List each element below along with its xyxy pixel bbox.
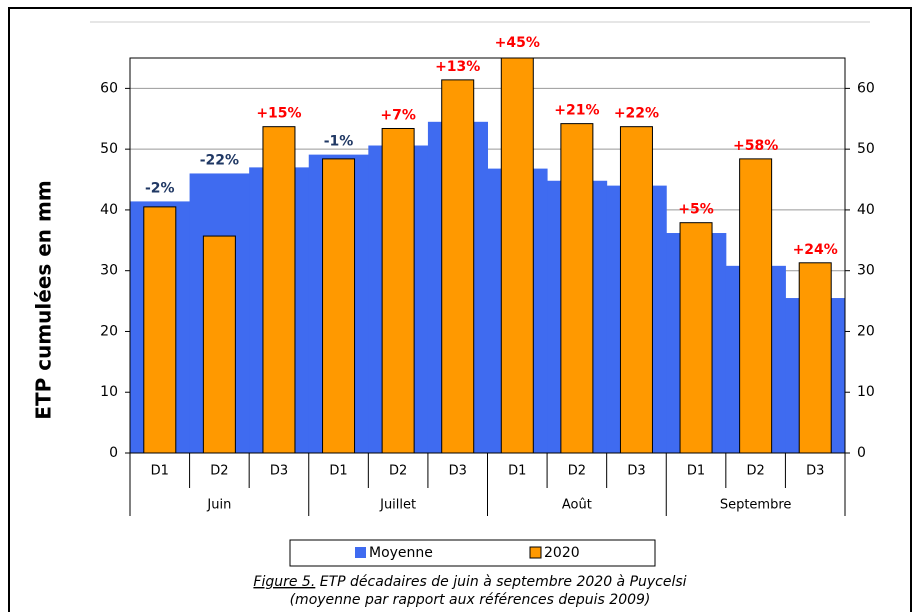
y-tick-label: 20 xyxy=(100,323,118,339)
legend xyxy=(289,539,656,567)
x-tick-label: D3 xyxy=(270,464,288,479)
y2-tick-label: 0 xyxy=(857,445,866,461)
y-tick-label: 10 xyxy=(100,384,118,400)
bar-2020 xyxy=(381,127,415,453)
bar-2020 xyxy=(143,206,177,453)
pct-label: +58% xyxy=(733,138,778,154)
y2-tick-label: 20 xyxy=(857,323,875,339)
caption-line1: Figure 5. ETP décadaires de juin à septe… xyxy=(253,574,686,590)
y-axis-title: ETP cumulées en mm xyxy=(32,180,56,419)
bar-2020 xyxy=(679,222,713,453)
pct-label: +45% xyxy=(495,35,540,51)
pct-label: -22% xyxy=(200,152,239,168)
pct-label: +15% xyxy=(256,106,301,122)
x-tick-label: D3 xyxy=(449,464,467,479)
y2-tick-label: 40 xyxy=(857,202,875,218)
pct-label: -2% xyxy=(145,180,175,196)
legend-label: 2020 xyxy=(544,545,580,561)
x-tick-label: D2 xyxy=(210,464,228,479)
pct-label: +13% xyxy=(435,59,480,75)
x-tick-label: D1 xyxy=(151,464,169,479)
y-tick-label: 40 xyxy=(100,202,118,218)
y-tick-label: 0 xyxy=(109,445,118,461)
caption-line2: (moyenne par rapport aux références depu… xyxy=(290,592,651,608)
caption-figure: Figure 5. xyxy=(253,574,315,590)
y2-tick-label: 60 xyxy=(857,80,875,96)
legend-swatch xyxy=(529,546,542,559)
group-label: Juin xyxy=(206,498,231,513)
legend-label: Moyenne xyxy=(369,545,433,561)
x-tick-label: D1 xyxy=(687,464,705,479)
x-tick-label: D3 xyxy=(806,464,824,479)
bar-2020 xyxy=(441,79,475,453)
bar-2020 xyxy=(202,235,236,453)
plot-area xyxy=(130,58,845,453)
pct-label: +22% xyxy=(614,106,659,122)
group-label: Août xyxy=(562,498,592,513)
pct-label: +5% xyxy=(678,202,714,218)
y-tick-label: 50 xyxy=(100,141,118,157)
y-tick-label: 60 xyxy=(100,80,118,96)
pct-label: -1% xyxy=(324,134,354,150)
frame xyxy=(8,7,912,616)
bar-2020 xyxy=(500,58,534,453)
bar-2020 xyxy=(560,123,594,453)
y-tick-label: 30 xyxy=(100,263,118,279)
bar-2020 xyxy=(262,126,296,453)
bar-2020 xyxy=(619,126,653,453)
x-tick-label: D2 xyxy=(746,464,764,479)
caption-text: ETP décadaires de juin à septembre 2020 … xyxy=(315,574,686,590)
x-tick-label: D2 xyxy=(568,464,586,479)
group-label: Septembre xyxy=(720,498,792,513)
x-tick-label: D1 xyxy=(329,464,347,479)
x-tick-label: D2 xyxy=(389,464,407,479)
bar-2020 xyxy=(739,158,773,453)
y2-tick-label: 30 xyxy=(857,263,875,279)
group-label: Juillet xyxy=(379,498,416,513)
bar-2020 xyxy=(798,262,832,453)
legend-swatch xyxy=(355,547,366,558)
y2-tick-label: 10 xyxy=(857,384,875,400)
pct-label: +7% xyxy=(380,107,416,123)
pct-label: +24% xyxy=(793,242,838,258)
y2-tick-label: 50 xyxy=(857,141,875,157)
pct-label: +21% xyxy=(554,103,599,119)
bar-2020 xyxy=(322,158,356,453)
x-tick-label: D1 xyxy=(508,464,526,479)
x-tick-label: D3 xyxy=(627,464,645,479)
